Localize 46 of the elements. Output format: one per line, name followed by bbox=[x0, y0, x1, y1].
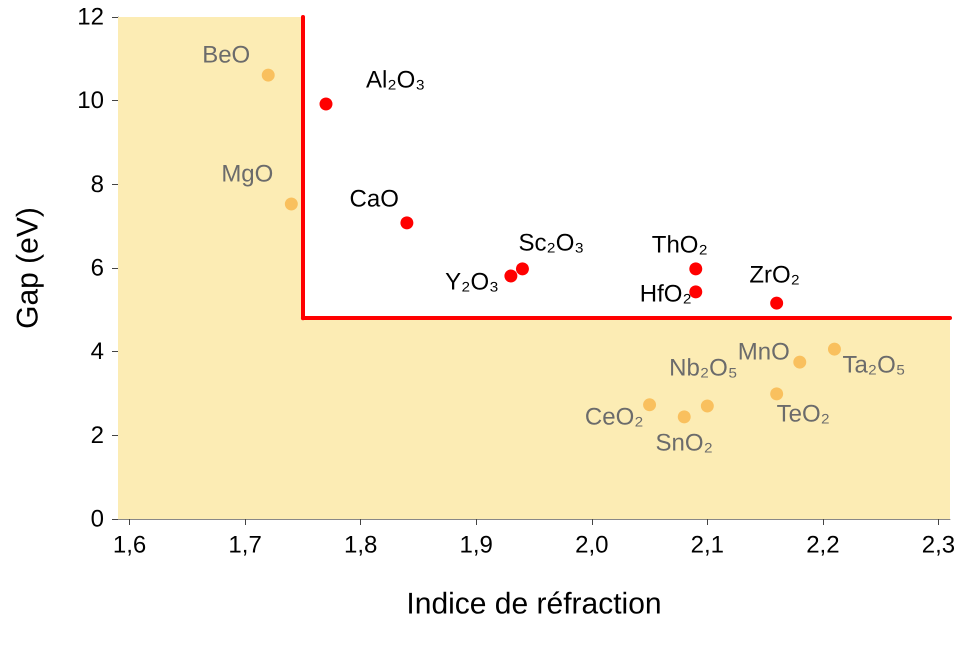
annotation: MnO bbox=[738, 338, 790, 366]
annotation: CaO bbox=[350, 185, 399, 212]
point bbox=[828, 342, 841, 356]
x-tick-label: 2,2 bbox=[806, 532, 840, 558]
point bbox=[678, 410, 691, 424]
annotation: HfO₂ bbox=[640, 280, 692, 308]
annotation: Sc₂O₃ bbox=[518, 229, 584, 256]
x-tick-label: 2,1 bbox=[690, 532, 724, 558]
x-tick-label: 2,3 bbox=[922, 532, 956, 558]
x-axis-title: Indice de réfraction bbox=[406, 588, 662, 620]
y-tick-label: 8 bbox=[90, 170, 104, 198]
y-tick-label: 6 bbox=[90, 254, 104, 282]
annotation: ThO₂ bbox=[652, 231, 708, 258]
point bbox=[504, 269, 518, 282]
point bbox=[770, 296, 784, 310]
x-tick-label: 1,9 bbox=[460, 532, 493, 558]
point bbox=[262, 68, 275, 82]
annotation: Al₂O₃ bbox=[366, 66, 426, 94]
point bbox=[770, 387, 784, 400]
annotation: Ta₂O₅ bbox=[842, 352, 906, 379]
annotation: ZrO₂ bbox=[749, 262, 800, 289]
y-tick-label: 4 bbox=[90, 338, 104, 366]
x-tick-label: 2,0 bbox=[575, 532, 608, 558]
x-tick-label: 1,7 bbox=[228, 532, 262, 558]
x-tick-label: 1,6 bbox=[112, 532, 146, 558]
point bbox=[320, 98, 332, 111]
annotation: SnO₂ bbox=[656, 429, 713, 456]
point bbox=[689, 262, 702, 276]
annotation: MgO bbox=[221, 160, 274, 188]
point bbox=[284, 198, 298, 210]
point bbox=[793, 356, 806, 369]
x-tick-label: 1,8 bbox=[344, 532, 378, 558]
point bbox=[516, 262, 529, 276]
y-tick-label: 10 bbox=[77, 87, 104, 114]
point bbox=[700, 400, 714, 413]
y-tick-label: 0 bbox=[90, 506, 104, 532]
y-axis-title: Gap (eV) bbox=[12, 207, 44, 329]
annotation: TeO₂ bbox=[776, 400, 830, 428]
point bbox=[643, 398, 656, 412]
point bbox=[400, 216, 414, 230]
annotation: BeO bbox=[202, 42, 250, 69]
y-tick-label: 12 bbox=[77, 4, 104, 30]
y-tick-label: 2 bbox=[90, 422, 104, 449]
annotation: CeO₂ bbox=[584, 403, 644, 430]
annotation: Nb₂O₅ bbox=[669, 354, 738, 382]
annotation: Y₂O₃ bbox=[445, 268, 499, 296]
